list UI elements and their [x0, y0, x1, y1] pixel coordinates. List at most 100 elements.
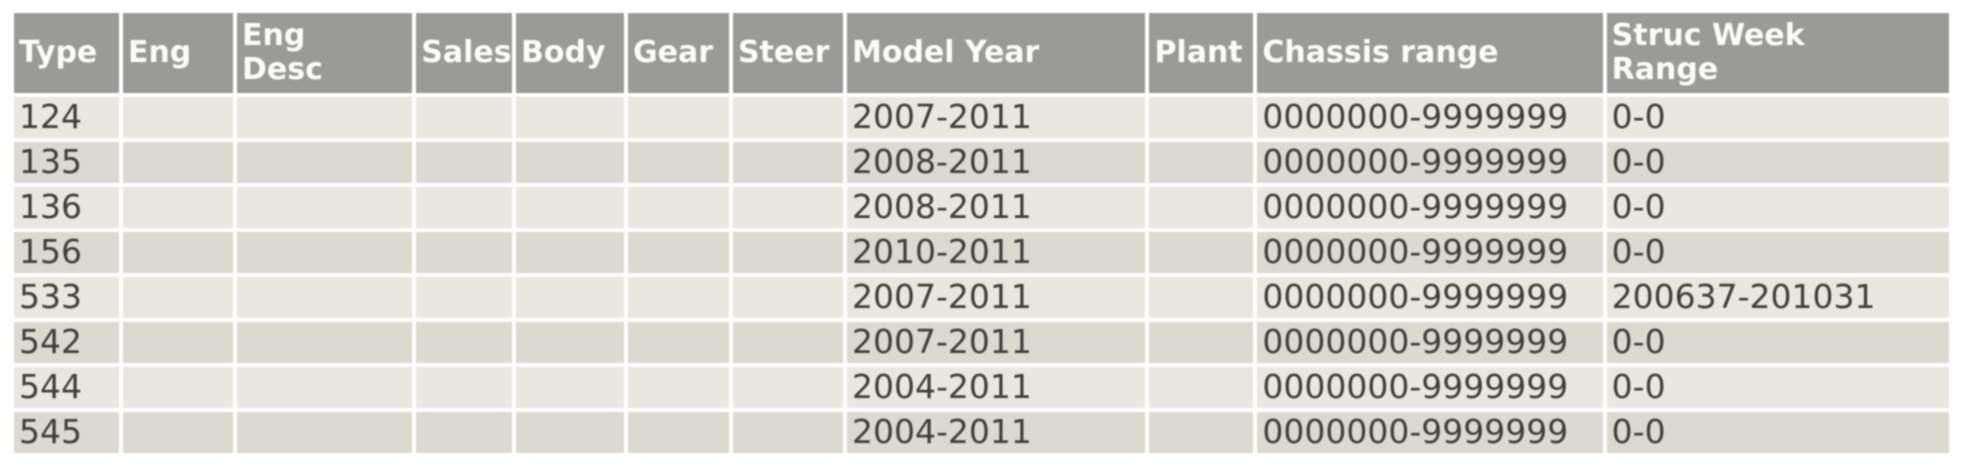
cell-body[interactable]	[512, 138, 629, 187]
cell-chassis_range[interactable]: 0000000-9999999	[1253, 273, 1607, 322]
cell-sales[interactable]	[412, 228, 517, 277]
cell-gear[interactable]	[624, 138, 733, 187]
cell-sales[interactable]	[412, 138, 517, 187]
cell-chassis_range[interactable]: 0000000-9999999	[1253, 318, 1607, 367]
cell-body[interactable]	[512, 273, 629, 322]
cell-eng[interactable]	[118, 273, 238, 322]
cell-steer[interactable]	[728, 273, 847, 322]
cell-body[interactable]	[512, 408, 629, 457]
cell-struc_week_range[interactable]: 0-0	[1602, 183, 1954, 232]
cell-plant[interactable]	[1145, 318, 1258, 367]
cell-steer[interactable]	[728, 93, 847, 142]
cell-gear[interactable]	[624, 183, 733, 232]
cell-plant[interactable]	[1145, 138, 1258, 187]
table-row-124[interactable]: 124 2007-2011 0000000-9999999 0-0	[10, 93, 1954, 142]
cell-struc_week_range[interactable]: 0-0	[1602, 363, 1954, 412]
cell-gear[interactable]	[624, 363, 733, 412]
cell-model_year[interactable]: 2007-2011	[842, 273, 1150, 322]
cell-eng[interactable]	[118, 228, 238, 277]
column-header-gear: Gear	[624, 9, 733, 97]
cell-body[interactable]	[512, 363, 629, 412]
table-row-542[interactable]: 542 2007-2011 0000000-9999999 0-0	[10, 318, 1954, 367]
cell-eng_desc[interactable]	[232, 183, 417, 232]
cell-gear[interactable]	[624, 408, 733, 457]
cell-sales[interactable]	[412, 318, 517, 367]
cell-type[interactable]: 124	[10, 93, 123, 142]
cell-sales[interactable]	[412, 93, 517, 142]
cell-body[interactable]	[512, 93, 629, 142]
cell-type[interactable]: 545	[10, 408, 123, 457]
cell-eng_desc[interactable]	[232, 93, 417, 142]
table-row-135[interactable]: 135 2008-2011 0000000-9999999 0-0	[10, 138, 1954, 187]
cell-model_year[interactable]: 2007-2011	[842, 93, 1150, 142]
cell-plant[interactable]	[1145, 228, 1258, 277]
cell-model_year[interactable]: 2004-2011	[842, 408, 1150, 457]
cell-type[interactable]: 135	[10, 138, 123, 187]
cell-model_year[interactable]: 2007-2011	[842, 318, 1150, 367]
cell-steer[interactable]	[728, 228, 847, 277]
cell-chassis_range[interactable]: 0000000-9999999	[1253, 138, 1607, 187]
cell-steer[interactable]	[728, 318, 847, 367]
cell-chassis_range[interactable]: 0000000-9999999	[1253, 183, 1607, 232]
cell-plant[interactable]	[1145, 363, 1258, 412]
cell-eng_desc[interactable]	[232, 363, 417, 412]
cell-chassis_range[interactable]: 0000000-9999999	[1253, 408, 1607, 457]
cell-struc_week_range[interactable]: 0-0	[1602, 408, 1954, 457]
cell-eng_desc[interactable]	[232, 408, 417, 457]
cell-struc_week_range[interactable]: 0-0	[1602, 138, 1954, 187]
cell-eng_desc[interactable]	[232, 318, 417, 367]
cell-steer[interactable]	[728, 183, 847, 232]
cell-plant[interactable]	[1145, 273, 1258, 322]
column-header-eng_desc: Eng Desc	[232, 9, 417, 97]
cell-type[interactable]: 542	[10, 318, 123, 367]
cell-struc_week_range[interactable]: 200637-201031	[1602, 273, 1954, 322]
cell-model_year[interactable]: 2010-2011	[842, 228, 1150, 277]
cell-struc_week_range[interactable]: 0-0	[1602, 318, 1954, 367]
cell-gear[interactable]	[624, 318, 733, 367]
cell-eng[interactable]	[118, 183, 238, 232]
cell-eng[interactable]	[118, 408, 238, 457]
cell-struc_week_range[interactable]: 0-0	[1602, 93, 1954, 142]
cell-body[interactable]	[512, 183, 629, 232]
cell-eng_desc[interactable]	[232, 273, 417, 322]
table-row-533[interactable]: 533 2007-2011 0000000-9999999 200637-201031	[10, 273, 1954, 322]
cell-gear[interactable]	[624, 93, 733, 142]
cell-eng[interactable]	[118, 138, 238, 187]
cell-plant[interactable]	[1145, 408, 1258, 457]
cell-eng_desc[interactable]	[232, 228, 417, 277]
cell-body[interactable]	[512, 318, 629, 367]
cell-eng_desc[interactable]	[232, 138, 417, 187]
cell-plant[interactable]	[1145, 93, 1258, 142]
cell-chassis_range[interactable]: 0000000-9999999	[1253, 363, 1607, 412]
cell-struc_week_range[interactable]: 0-0	[1602, 228, 1954, 277]
cell-model_year[interactable]: 2008-2011	[842, 138, 1150, 187]
cell-model_year[interactable]: 2008-2011	[842, 183, 1150, 232]
table-row-545[interactable]: 545 2004-2011 0000000-9999999 0-0	[10, 408, 1954, 457]
cell-type[interactable]: 533	[10, 273, 123, 322]
cell-sales[interactable]	[412, 363, 517, 412]
cell-sales[interactable]	[412, 183, 517, 232]
cell-type[interactable]: 544	[10, 363, 123, 412]
cell-plant[interactable]	[1145, 183, 1258, 232]
cell-type[interactable]: 156	[10, 228, 123, 277]
table-row-136[interactable]: 136 2008-2011 0000000-9999999 0-0	[10, 183, 1954, 232]
cell-type[interactable]: 136	[10, 183, 123, 232]
cell-body[interactable]	[512, 228, 629, 277]
table-row-544[interactable]: 544 2004-2011 0000000-9999999 0-0	[10, 363, 1954, 412]
cell-chassis_range[interactable]: 0000000-9999999	[1253, 93, 1607, 142]
cell-steer[interactable]	[728, 408, 847, 457]
cell-gear[interactable]	[624, 273, 733, 322]
vehicle-profile-table: Type Eng Eng Desc Sales Body Gear Steer Model Y…	[10, 9, 1954, 457]
cell-eng[interactable]	[118, 93, 238, 142]
cell-steer[interactable]	[728, 363, 847, 412]
cell-steer[interactable]	[728, 138, 847, 187]
cell-sales[interactable]	[412, 408, 517, 457]
cell-sales[interactable]	[412, 273, 517, 322]
table-row-156[interactable]: 156 2010-2011 0000000-9999999 0-0	[10, 228, 1954, 277]
cell-model_year[interactable]: 2004-2011	[842, 363, 1150, 412]
cell-eng[interactable]	[118, 363, 238, 412]
cell-chassis_range[interactable]: 0000000-9999999	[1253, 228, 1607, 277]
cell-gear[interactable]	[624, 228, 733, 277]
cell-eng[interactable]	[118, 318, 238, 367]
